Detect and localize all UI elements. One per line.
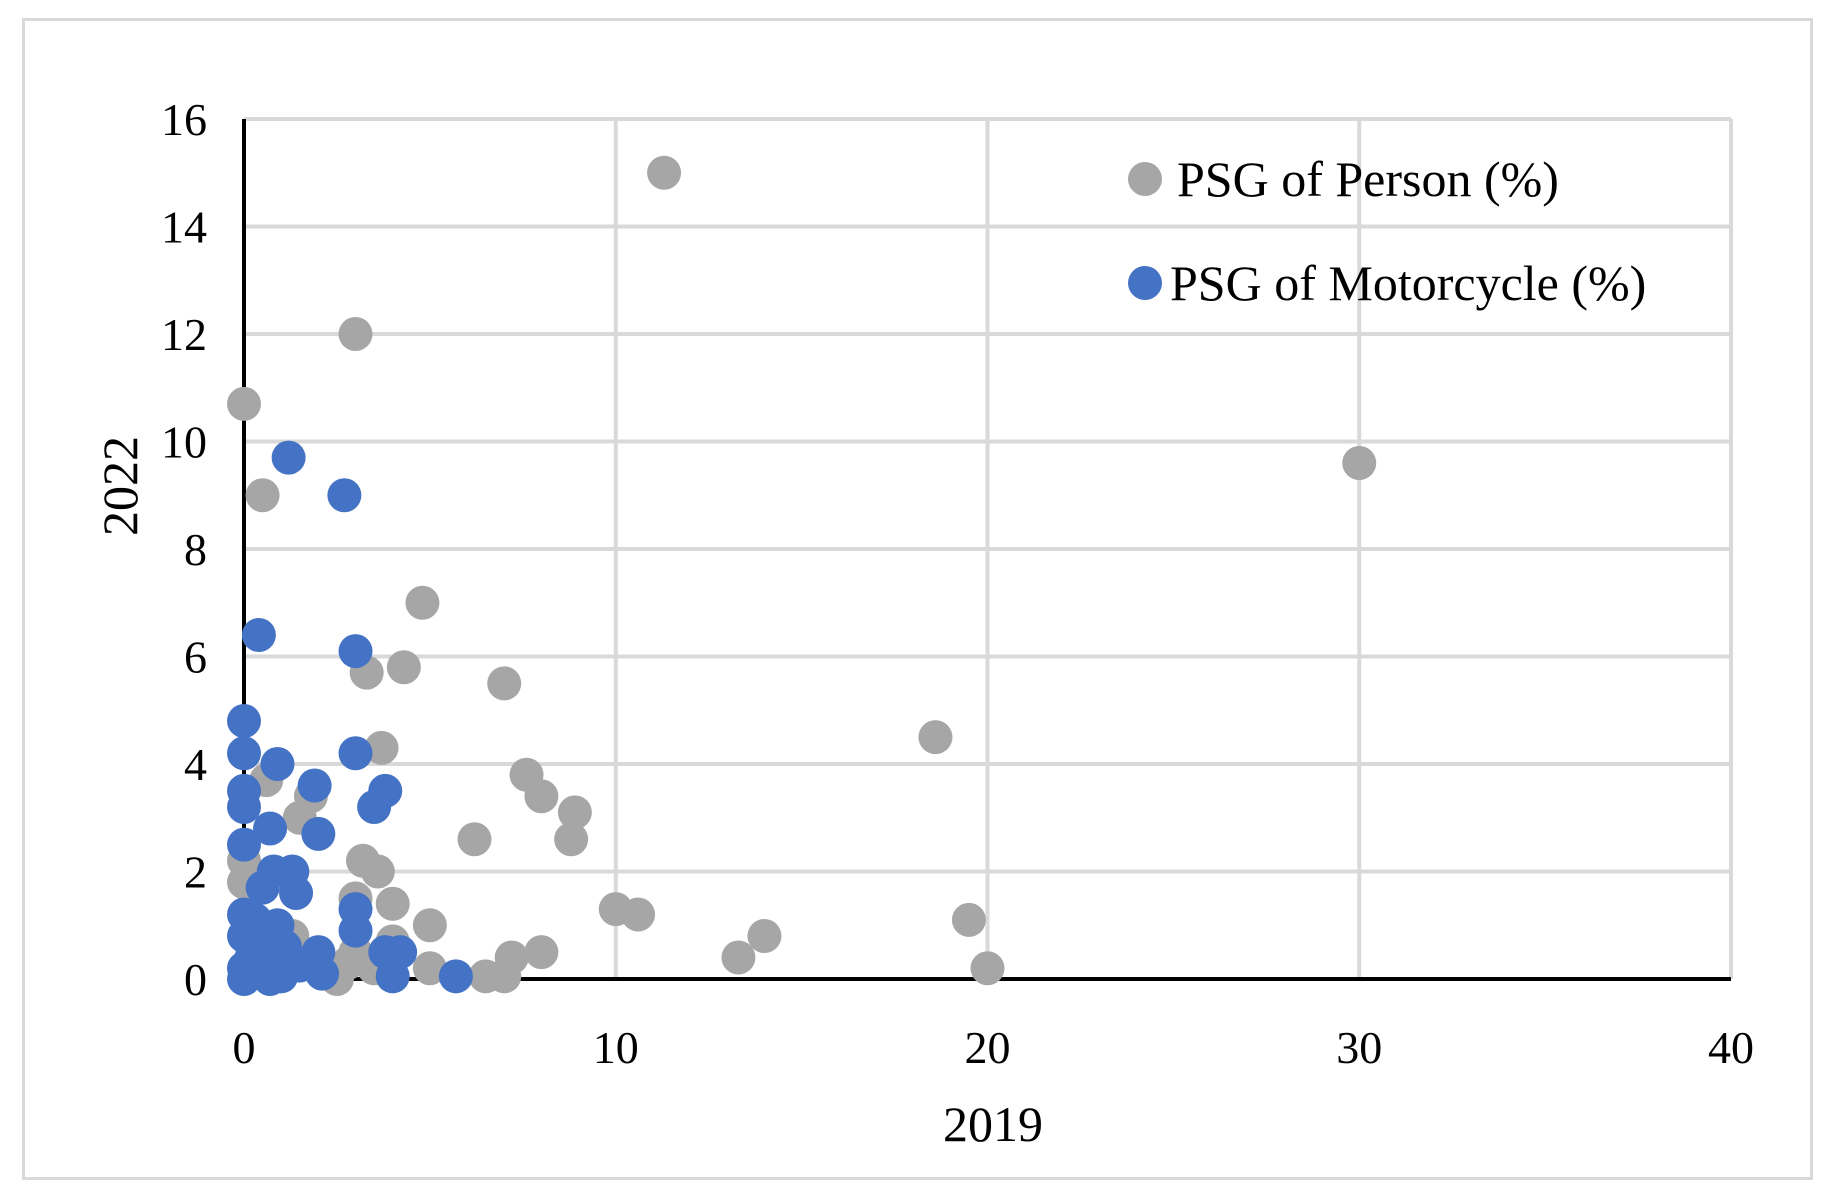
data-point-motorcycle — [297, 768, 332, 803]
legend-marker-person — [1128, 162, 1162, 196]
data-point-motorcycle — [227, 736, 261, 771]
data-point-person — [386, 650, 421, 685]
data-point-person — [487, 666, 522, 701]
legend: PSG of Person (%) PSG of Motorcycle (%) — [1128, 151, 1646, 311]
data-point-person — [524, 779, 559, 814]
scatter-chart: 0 2 4 6 8 10 12 14 16 0 10 20 30 40 2019 2022 PSG of … — [92, 94, 1754, 1152]
y-tick-label: 4 — [184, 739, 207, 790]
data-point-motorcycle — [241, 618, 276, 652]
data-point-person — [557, 795, 592, 830]
legend-marker-motorcycle — [1128, 266, 1162, 300]
data-point-person — [364, 730, 399, 765]
data-point-motorcycle — [338, 736, 373, 771]
tick-label-layer: 0 2 4 6 8 10 12 14 16 0 10 20 30 40 — [161, 94, 1754, 1073]
y-tick-label: 10 — [161, 417, 207, 468]
grid-layer — [244, 117, 1733, 979]
y-tick-label: 2 — [184, 847, 207, 898]
data-point-motorcycle — [245, 870, 280, 905]
data-point-person — [747, 919, 782, 953]
data-point-person — [457, 822, 492, 857]
x-tick-label: 0 — [233, 1022, 256, 1073]
y-tick-label: 6 — [184, 632, 207, 683]
data-point-person — [487, 959, 522, 994]
y-tick-label: 12 — [161, 309, 207, 360]
y-axis-title: 2022 — [92, 436, 148, 536]
data-point-motorcycle — [279, 876, 314, 910]
data-point-person — [360, 854, 395, 889]
data-point-motorcycle — [260, 747, 295, 781]
data-point-person — [621, 897, 656, 932]
points-layer — [227, 155, 1377, 996]
x-axis-title: 2019 — [943, 1096, 1043, 1152]
chart-frame: 0 2 4 6 8 10 12 14 16 0 10 20 30 40 2019 2022 PSG of … — [22, 18, 1813, 1180]
x-tick-label: 20 — [965, 1022, 1011, 1073]
data-point-person — [405, 585, 440, 620]
data-point-motorcycle — [357, 790, 392, 824]
y-tick-label: 8 — [184, 524, 207, 575]
data-point-person — [412, 951, 447, 986]
data-point-person — [245, 478, 280, 513]
data-point-motorcycle — [327, 478, 362, 513]
data-point-motorcycle — [338, 634, 373, 669]
data-point-motorcycle — [375, 959, 410, 994]
data-point-person — [524, 935, 559, 970]
data-point-person — [554, 822, 589, 857]
data-point-motorcycle — [438, 959, 473, 994]
data-point-person — [721, 940, 756, 975]
data-point-motorcycle — [338, 913, 373, 948]
data-point-motorcycle — [227, 790, 261, 824]
y-tick-label: 14 — [161, 202, 207, 253]
y-tick-label: 0 — [184, 954, 207, 1005]
data-point-motorcycle — [227, 704, 261, 738]
data-point-person — [338, 317, 373, 351]
legend-label-motorcycle: PSG of Motorcycle (%) — [1170, 255, 1646, 311]
legend-label-person: PSG of Person (%) — [1177, 151, 1559, 207]
data-point-motorcycle — [271, 440, 306, 475]
data-point-motorcycle — [305, 956, 340, 991]
x-tick-label: 30 — [1336, 1022, 1382, 1073]
data-point-motorcycle — [253, 811, 288, 846]
data-point-person — [412, 908, 447, 943]
data-point-motorcycle — [301, 816, 336, 851]
data-point-person — [227, 386, 261, 421]
data-point-motorcycle — [227, 827, 261, 862]
data-point-person — [647, 155, 682, 190]
data-point-person — [970, 951, 1005, 986]
data-point-person — [918, 720, 953, 755]
y-tick-label: 16 — [161, 94, 207, 145]
data-point-person — [1342, 446, 1377, 480]
data-point-motorcycle — [264, 959, 299, 994]
x-tick-label: 10 — [593, 1022, 639, 1073]
data-point-person — [951, 902, 986, 937]
data-point-motorcycle — [227, 962, 261, 996]
data-point-person — [375, 886, 410, 921]
x-tick-label: 40 — [1708, 1022, 1754, 1073]
